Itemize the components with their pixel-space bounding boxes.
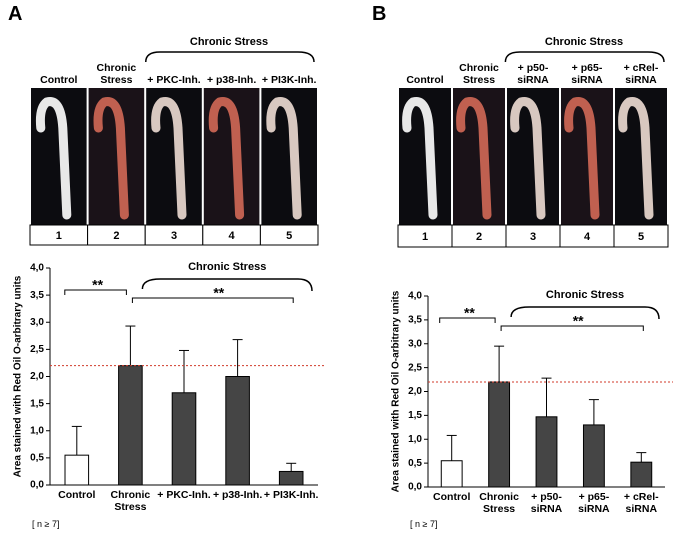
photo-number: 4 (584, 231, 591, 243)
y-tick-label: 4,0 (30, 263, 44, 274)
y-tick-label: 3,0 (408, 338, 422, 349)
y-tick-label: 2,5 (30, 344, 44, 355)
sig-bracket (439, 317, 496, 323)
y-axis-label: Area stained with Red Oil O-arbitrary un… (13, 275, 24, 477)
header-bracket (504, 51, 665, 63)
bar (225, 376, 250, 486)
photo-number: 2 (476, 231, 482, 243)
y-tick-label: 4,0 (408, 291, 422, 302)
bracket-label: Chronic Stress (188, 261, 266, 273)
photo-label: + PKC-Inh. (147, 74, 201, 86)
photo-number: 3 (171, 230, 177, 242)
vessel (266, 97, 302, 220)
x-tick-label: + p50-siRNA (530, 491, 563, 515)
panel-letter: A (8, 3, 23, 25)
y-tick-label: 1,0 (30, 425, 44, 436)
chronic-bracket (510, 306, 660, 320)
x-tick-label: + p65-siRNA (578, 491, 610, 515)
sig-label: ** (573, 313, 584, 329)
y-tick-label: 1,5 (30, 398, 44, 409)
sig-bracket (131, 297, 294, 303)
header-bracket (145, 51, 315, 63)
bar (118, 365, 143, 486)
bar (488, 381, 511, 488)
photo-header: Chronic Stress (189, 36, 269, 48)
photo-number: 4 (229, 230, 236, 242)
bar (630, 461, 653, 488)
photo-number: 1 (422, 231, 428, 243)
chronic-bracket (141, 278, 313, 292)
bar (64, 454, 90, 486)
sig-bracket (64, 289, 127, 295)
vessel (618, 97, 654, 220)
photo-number: 1 (56, 230, 62, 242)
bar (440, 460, 463, 488)
y-tick-label: 3,0 (30, 317, 44, 328)
y-tick-label: 0,0 (408, 482, 422, 493)
sig-label: ** (92, 277, 103, 293)
note: [ n ≥ 7] (410, 519, 438, 529)
bracket-label: Chronic Stress (546, 289, 624, 301)
photo-label: + p38-Inh. (206, 74, 257, 86)
panel-letter: B (372, 3, 387, 25)
x-tick-label: + p38-Inh. (212, 489, 263, 501)
photo-number: 3 (530, 231, 536, 243)
photo-label: + PI3K-Inh. (261, 74, 317, 86)
y-tick-label: 2,0 (30, 371, 44, 382)
y-tick-label: 1,0 (408, 434, 422, 445)
vessel (208, 97, 245, 220)
bar (171, 392, 197, 486)
number-cell (259, 224, 319, 246)
photo-label: Chronic Stress (459, 62, 499, 86)
x-tick-label: + PI3K-Inh. (263, 489, 319, 501)
bar (535, 416, 558, 488)
vessel (456, 97, 492, 220)
y-axis-label: Area stained with Red Oil O-arbitrary un… (391, 290, 402, 492)
y-tick-label: 3,5 (408, 315, 422, 326)
x-tick-label: + PKC-Inh. (157, 489, 211, 501)
vessel (35, 97, 72, 220)
x-tick-label: Control (58, 489, 96, 501)
photo-number: 2 (113, 230, 119, 242)
vessel (402, 97, 438, 220)
x-tick-label: Control (433, 491, 471, 503)
x-tick-label: Chronic Stress (110, 489, 151, 513)
note: [ n ≥ 7] (32, 519, 60, 529)
bar (278, 470, 304, 486)
photo-label: Control (406, 74, 444, 86)
photo-number: 5 (638, 231, 644, 243)
y-tick-label: 0,5 (408, 458, 422, 469)
y-tick-label: 3,5 (30, 290, 44, 301)
photo-label: + cRel-siRNA (623, 62, 659, 86)
sig-label: ** (464, 305, 475, 321)
vessel (564, 97, 600, 220)
photo-header: Chronic Stress (544, 36, 624, 48)
number-cell (613, 224, 669, 248)
photo-label: Chronic Stress (96, 62, 137, 86)
photo-number: 5 (286, 230, 292, 242)
vessel (510, 97, 546, 220)
vessel (151, 97, 187, 220)
vessel (93, 97, 129, 220)
y-tick-label: 2,0 (408, 386, 422, 397)
x-tick-label: + cRel-siRNA (623, 491, 659, 515)
y-tick-label: 1,5 (408, 410, 422, 421)
sig-bracket (500, 325, 644, 331)
sig-label: ** (213, 285, 224, 301)
photo-label: Control (40, 74, 78, 86)
bar (582, 424, 605, 488)
photo-label: + p50-siRNA (517, 62, 549, 86)
y-tick-label: 0,5 (30, 453, 44, 464)
y-tick-label: 0,0 (30, 480, 44, 491)
photo-label: + p65-siRNA (571, 62, 603, 86)
y-tick-label: 2,5 (408, 362, 422, 373)
x-tick-label: Chronic Stress (479, 491, 519, 515)
